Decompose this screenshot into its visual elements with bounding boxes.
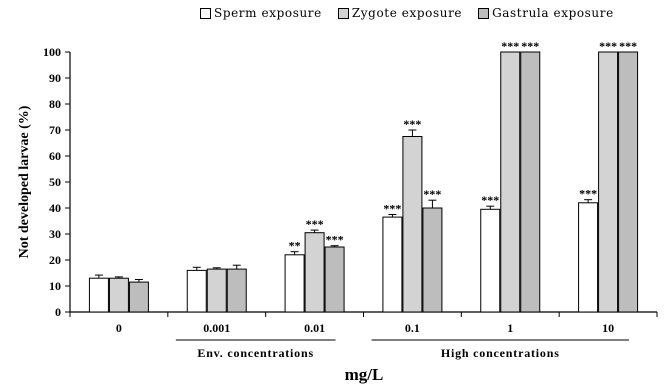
- bar: [128, 281, 149, 313]
- significance-label: ***: [599, 39, 617, 53]
- significance-label: ***: [481, 193, 499, 207]
- bar: [88, 277, 109, 313]
- x-tick-label: 10: [602, 321, 614, 335]
- legend-swatch-gastrula: [478, 7, 490, 19]
- y-tick-label: 10: [49, 279, 61, 293]
- significance-label: ***: [501, 39, 519, 53]
- significance-label: ***: [326, 233, 344, 247]
- significance-label: ***: [579, 187, 597, 201]
- significance-label: ***: [403, 117, 421, 131]
- legend-swatch-zygote: [337, 7, 349, 19]
- bar: [186, 269, 207, 313]
- significance-label: ***: [619, 39, 637, 53]
- x-tick-label: 0.01: [304, 321, 325, 335]
- y-tick-label: 0: [55, 305, 61, 319]
- bar: [422, 207, 443, 313]
- group-label: Env. concentrations: [197, 346, 314, 360]
- bar: [226, 268, 247, 313]
- y-tick-label: 20: [49, 253, 61, 267]
- legend-item-gastrula: Gastrula exposure: [478, 6, 614, 20]
- significance-label: ***: [306, 217, 324, 231]
- y-tick-label: 70: [49, 123, 61, 137]
- bar: [206, 268, 227, 313]
- significance-label: ***: [521, 39, 539, 53]
- bar: [304, 232, 325, 313]
- legend-item-zygote: Zygote exposure: [337, 6, 463, 20]
- bar: [108, 277, 129, 313]
- y-tick-label: 30: [49, 227, 61, 241]
- y-tick-label: 80: [49, 97, 61, 111]
- significance-label: **: [289, 239, 301, 253]
- significance-label: ***: [423, 187, 441, 201]
- legend-swatch-sperm: [200, 7, 211, 19]
- y-tick-label: 40: [49, 201, 61, 215]
- bar: [402, 136, 423, 313]
- legend-label-sperm: Sperm exposure: [214, 6, 322, 20]
- y-tick-label: 50: [49, 175, 61, 189]
- y-axis-title: Not developed larvae (%): [17, 105, 32, 258]
- y-tick-label: 100: [43, 45, 61, 59]
- bar: [578, 202, 599, 313]
- bar: [382, 216, 403, 313]
- y-tick-label: 90: [49, 71, 61, 85]
- x-axis-title: mg/L: [345, 365, 384, 384]
- x-tick-label: 0.001: [203, 321, 230, 335]
- legend-label-gastrula: Gastrula exposure: [492, 6, 614, 20]
- legend: Sperm exposure Zygote exposure Gastrula …: [200, 6, 614, 20]
- legend-label-zygote: Zygote exposure: [351, 6, 463, 20]
- x-tick-label: 0: [116, 321, 122, 335]
- y-tick-label: 60: [49, 149, 61, 163]
- bar: [500, 51, 521, 313]
- x-tick-label: 0.1: [405, 321, 420, 335]
- x-tick-label: 1: [507, 321, 513, 335]
- significance-label: ***: [383, 202, 401, 216]
- group-label: High concentrations: [441, 346, 560, 360]
- bar: [520, 51, 541, 313]
- bar: [618, 51, 639, 313]
- bar: [480, 208, 501, 313]
- legend-item-sperm: Sperm exposure: [200, 6, 322, 20]
- bar: [598, 51, 619, 313]
- bar: [284, 254, 305, 313]
- bar: [324, 246, 345, 313]
